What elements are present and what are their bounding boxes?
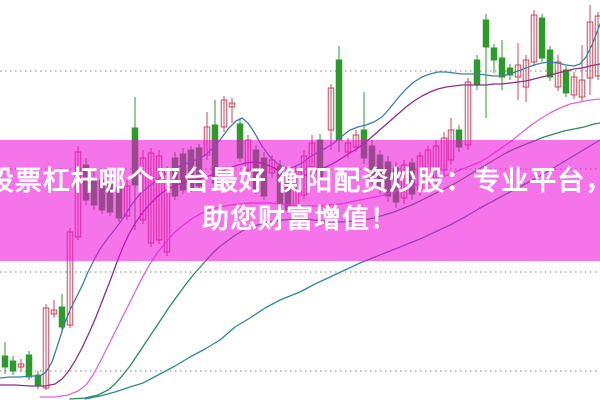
banner-text-line1: 股票杠杆哪个平台最好 衡阳配资炒股：专业平台，	[0, 165, 600, 197]
banner-text-line2: 助您财富增值！	[202, 203, 398, 235]
promo-banner-overlay: 股票杠杆哪个平台最好 衡阳配资炒股：专业平台， 助您财富增值！	[0, 140, 600, 261]
